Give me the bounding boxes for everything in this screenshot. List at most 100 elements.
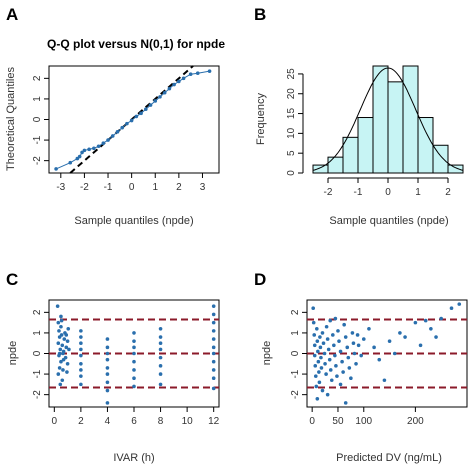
npde-vs-pred-point <box>318 335 322 339</box>
qq-y-ticks: -2 -1 0 1 2 <box>32 75 49 165</box>
npde-vs-pred-point <box>313 364 318 368</box>
npde-vs-time-point <box>56 320 61 325</box>
npde-vs-time-point <box>58 382 63 387</box>
npde-vs-time-point <box>57 329 61 333</box>
panel-letter-c: C <box>6 270 18 289</box>
npde-vs-time-point <box>79 329 83 333</box>
npde-vs-pred-point <box>313 374 318 378</box>
npde-vs-time-point <box>79 368 83 372</box>
histogram-x-tick-label: -1 <box>354 187 363 198</box>
npde-vs-pred-point <box>320 331 325 335</box>
npde-vs-pred-y-tick-label: -1 <box>290 369 301 378</box>
npde-vs-time-y-tick-label: -1 <box>32 369 43 378</box>
npde-vs-time-point <box>105 388 110 393</box>
npde-vs-pred-point <box>351 341 356 346</box>
npde-vs-time-point <box>105 357 110 362</box>
qq-points-group <box>54 69 212 171</box>
npde-vs-time-point <box>132 351 136 356</box>
histogram-bar <box>432 144 449 174</box>
npde-vs-time-point <box>67 347 71 352</box>
npde-vs-time-point <box>211 359 216 364</box>
npde-vs-time-point <box>79 382 83 387</box>
npde-vs-time-x-ticks: 0 2 4 6 8 10 12 <box>52 407 220 427</box>
npde-vs-pred-y-ticks: -2 -1 0 1 2 <box>290 309 307 399</box>
npde-vs-pred-y-axis-label: npde <box>261 341 273 365</box>
histogram-bar <box>342 136 359 174</box>
npde-vs-pred-point <box>356 343 361 348</box>
histogram-bar <box>372 65 389 174</box>
npde-vs-pred-point <box>317 370 321 374</box>
npde-vs-time-point <box>79 341 83 346</box>
npde-vs-time-point <box>79 361 83 366</box>
npde-vs-pred-point <box>354 361 358 366</box>
npde-vs-pred-point <box>413 320 418 325</box>
npde-vs-pred-point <box>349 376 353 380</box>
npde-vs-pred-point <box>312 353 317 358</box>
npde-vs-time-point <box>211 304 216 308</box>
npde-vs-pred-point <box>359 353 363 358</box>
histogram-bars-group <box>312 65 464 174</box>
npde-vs-time-point <box>158 355 163 360</box>
histogram-x-axis: -2 -1 0 1 2 <box>324 177 451 198</box>
npde-vs-pred-point <box>334 364 338 368</box>
npde-vs-time-point <box>132 339 136 343</box>
qq-points-connector <box>55 70 210 170</box>
npde-vs-pred-point <box>319 366 324 370</box>
npde-vs-time-x-tick-label: 8 <box>158 416 164 427</box>
npde-vs-time-point <box>79 374 83 378</box>
npde-vs-pred-point <box>434 335 438 339</box>
npde-vs-pred-point <box>324 324 329 329</box>
histogram-bar <box>417 117 434 174</box>
npde-vs-time-threshold-lines <box>49 318 219 389</box>
npde-vs-time-x-axis-label: IVAR (h) <box>113 452 154 464</box>
npde-vs-time-point <box>105 366 110 370</box>
npde-vs-pred-point <box>321 341 326 346</box>
npde-vs-time-point <box>79 347 83 352</box>
npde-vs-pred-point <box>318 345 323 350</box>
npde-vs-pred-point <box>342 322 346 327</box>
npde-vs-pred-point <box>333 353 337 358</box>
npde-vs-pred-point <box>338 349 343 354</box>
npde-vs-pred-point <box>311 306 315 311</box>
npde-vs-time-point <box>211 345 216 350</box>
npde-vs-time-x-tick-label: 4 <box>105 416 111 427</box>
npde-vs-time-point <box>55 304 60 308</box>
npde-vs-pred-point <box>341 370 345 374</box>
histogram-x-tick-label: -2 <box>324 187 333 198</box>
npde-vs-time-y-tick-label: 2 <box>32 309 43 315</box>
npde-vs-pred-point <box>418 343 423 348</box>
npde-vs-time-point <box>211 329 216 333</box>
npde-vs-pred-y-tick-label: 1 <box>290 330 301 336</box>
npde-vs-time-point <box>158 341 163 346</box>
npde-vs-pred-point <box>343 335 348 339</box>
npde-vs-pred-x-tick-label: 50 <box>332 416 344 427</box>
npde-vs-time-y-ticks: -2 -1 0 1 2 <box>32 309 49 399</box>
npde-vs-pred-point <box>403 335 407 339</box>
qq-y-tick-label: 1 <box>32 96 43 102</box>
npde-vs-time-point <box>65 339 70 343</box>
npde-vs-pred-point <box>352 351 357 356</box>
npde-vs-time-point <box>211 376 216 380</box>
qq-x-tick-label: -1 <box>104 182 113 193</box>
npde-vs-time-y-tick-label: 1 <box>32 330 43 336</box>
npde-vs-time-point <box>158 382 163 387</box>
npde-vs-time-point <box>211 351 216 356</box>
npde-vs-pred-point <box>328 368 333 372</box>
npde-vs-time-point <box>59 324 63 329</box>
panel-letter-a: A <box>6 5 18 24</box>
npde-vs-time-point <box>79 335 83 339</box>
npde-vs-time-point <box>57 351 62 356</box>
histogram-y-tick-label: 20 <box>286 88 297 100</box>
npde-vs-pred-point <box>398 331 402 335</box>
npde-vs-time-point <box>158 347 163 352</box>
qq-y-tick-label: -2 <box>32 156 43 165</box>
qq-plot-title: Q-Q plot versus N(0,1) for npde <box>47 37 225 51</box>
npde-vs-pred-point <box>323 361 327 366</box>
npde-vs-pred-point <box>316 359 321 364</box>
qq-x-ticks: -3 -2 -1 0 1 2 3 <box>56 173 206 193</box>
npde-vs-time-point <box>132 359 136 364</box>
npde-vs-pred-points-group <box>311 302 462 405</box>
npde-vs-pred-point <box>311 320 316 325</box>
npde-vs-pred-point <box>387 339 392 343</box>
npde-vs-time-point <box>59 314 63 319</box>
